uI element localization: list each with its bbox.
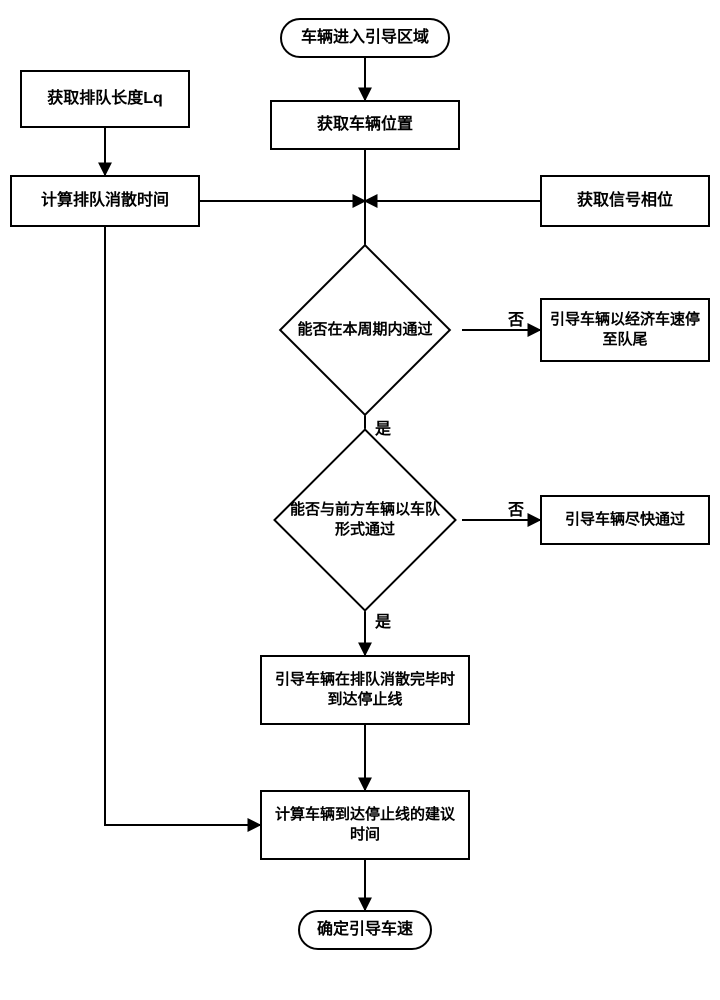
d1-yes-label: 是	[375, 415, 391, 439]
guide-arrive-stopline-label: 引导车辆在排队消散完毕时到达停止线	[270, 670, 460, 711]
calc-dissipation-time-label: 计算排队消散时间	[41, 190, 169, 212]
decision-platoon-pass: 能否与前方车辆以车队形式通过	[268, 450, 462, 590]
guide-fast-pass-box: 引导车辆尽快通过	[540, 495, 710, 545]
get-vehicle-position-label: 获取车辆位置	[317, 114, 413, 136]
d2-yes-label: 是	[375, 608, 391, 632]
guide-fast-pass-label: 引导车辆尽快通过	[565, 510, 685, 530]
end-label: 确定引导车速	[317, 919, 413, 941]
start-label: 车辆进入引导区域	[301, 27, 429, 49]
calc-dissipation-time-box: 计算排队消散时间	[10, 175, 200, 227]
d2-no-label: 否	[508, 496, 524, 520]
calc-suggested-time-label: 计算车辆到达停止线的建议时间	[270, 805, 460, 846]
d1-no-label: 否	[508, 306, 524, 330]
decision-pass-this-cycle-label: 能否在本周期内通过	[297, 320, 432, 340]
get-vehicle-position-box: 获取车辆位置	[270, 100, 460, 150]
get-signal-phase-label: 获取信号相位	[577, 190, 673, 212]
guide-eco-speed-box: 引导车辆以经济车速停至队尾	[540, 298, 710, 362]
start-terminator: 车辆进入引导区域	[280, 18, 450, 58]
end-terminator: 确定引导车速	[298, 910, 432, 950]
guide-eco-speed-label: 引导车辆以经济车速停至队尾	[550, 310, 700, 351]
calc-suggested-time-box: 计算车辆到达停止线的建议时间	[260, 790, 470, 860]
guide-arrive-stopline-box: 引导车辆在排队消散完毕时到达停止线	[260, 655, 470, 725]
get-queue-length-label: 获取排队长度Lq	[47, 88, 163, 110]
get-queue-length-box: 获取排队长度Lq	[20, 70, 190, 128]
get-signal-phase-box: 获取信号相位	[540, 175, 710, 227]
decision-platoon-pass-label: 能否与前方车辆以车队形式通过	[286, 500, 444, 541]
decision-pass-this-cycle: 能否在本周期内通过	[268, 265, 462, 395]
